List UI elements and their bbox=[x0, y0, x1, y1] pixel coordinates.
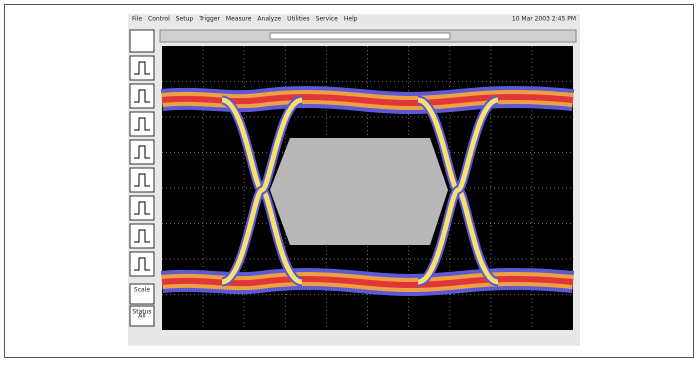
tool-button[interactable] bbox=[130, 56, 154, 80]
tool-button[interactable] bbox=[130, 84, 154, 108]
settings-button[interactable] bbox=[130, 30, 154, 52]
datetime: 10 Mar 2003 2:45 PM bbox=[512, 16, 576, 23]
menu-item[interactable]: Utilities bbox=[287, 16, 310, 23]
tool-button[interactable] bbox=[130, 224, 154, 248]
menu-item[interactable]: Analyze bbox=[257, 16, 281, 23]
menu-bar: File Control Setup Trigger Measure Analyze Uti… bbox=[132, 16, 358, 23]
tool-button[interactable] bbox=[130, 112, 154, 136]
menu-item[interactable]: Service bbox=[316, 16, 338, 23]
trigger-field[interactable] bbox=[270, 33, 450, 39]
tool-button[interactable] bbox=[130, 252, 154, 276]
status-value: All bbox=[138, 313, 146, 320]
menu-item[interactable]: File bbox=[132, 16, 142, 23]
side-button-label: Scale bbox=[134, 287, 150, 294]
tool-button[interactable] bbox=[130, 168, 154, 192]
menu-item[interactable]: Measure bbox=[226, 16, 252, 23]
tool-button[interactable] bbox=[130, 196, 154, 220]
screenshot: File Control Setup Trigger Measure Analyze Uti… bbox=[0, 0, 698, 363]
mask bbox=[270, 138, 448, 245]
menu-item[interactable]: Setup bbox=[176, 16, 194, 23]
menu-item[interactable]: Trigger bbox=[198, 16, 220, 23]
menu-item[interactable]: Help bbox=[344, 16, 358, 23]
menu-item[interactable]: Control bbox=[148, 16, 170, 23]
tool-button[interactable] bbox=[130, 140, 154, 164]
